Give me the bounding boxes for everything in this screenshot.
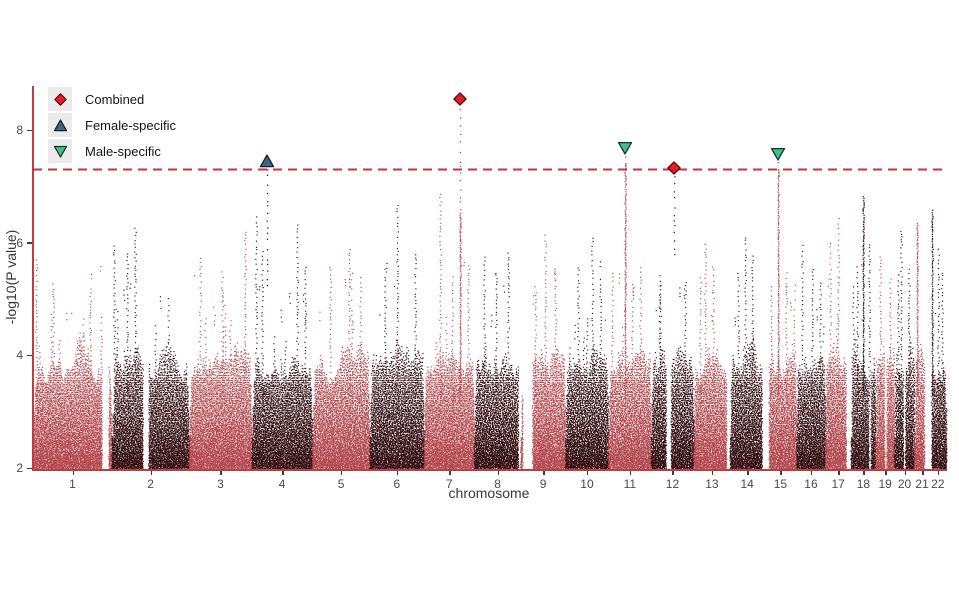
x-tick-label-chr13: 13 bbox=[705, 477, 719, 491]
x-tick-label-chr9: 9 bbox=[539, 477, 547, 491]
triangle-down-icon bbox=[53, 145, 67, 158]
hit-marker-chr4-female-specific bbox=[259, 154, 275, 168]
x-tick-label-chr15: 15 bbox=[773, 477, 788, 491]
legend-item-combined: Combined bbox=[48, 87, 176, 111]
legend-item-label: Male-specific bbox=[85, 143, 161, 159]
x-tick-label-chr3: 3 bbox=[217, 477, 224, 491]
x-tick-mark bbox=[711, 471, 714, 475]
x-axis-line bbox=[32, 469, 947, 471]
legend: Combined Female-specific Male-specific bbox=[48, 87, 176, 163]
x-tick-mark bbox=[838, 471, 840, 475]
y-tick-mark bbox=[27, 242, 32, 244]
y-tick-label: 4 bbox=[16, 348, 23, 363]
x-tick-label-chr18: 18 bbox=[856, 477, 871, 491]
hit-marker-chr12-combined bbox=[667, 161, 681, 175]
y-tick-label: 8 bbox=[16, 123, 23, 138]
legend-key-box bbox=[48, 87, 72, 111]
x-tick-label-chr19: 19 bbox=[878, 477, 892, 491]
y-axis-line bbox=[32, 86, 34, 471]
hit-marker-chr15-male-specific bbox=[770, 147, 786, 161]
hit-marker-chr11-male-specific bbox=[617, 141, 633, 155]
x-tick-label-chr12: 12 bbox=[665, 477, 680, 491]
x-tick-mark bbox=[810, 471, 813, 475]
x-tick-mark bbox=[586, 471, 589, 475]
x-tick-mark bbox=[543, 471, 545, 475]
x-tick-mark bbox=[220, 471, 222, 475]
x-tick-mark bbox=[497, 471, 499, 475]
y-tick-label: 6 bbox=[16, 235, 23, 250]
x-tick-mark bbox=[922, 471, 924, 475]
x-tick-label-chr11: 11 bbox=[623, 477, 637, 491]
x-tick-label-chr5: 5 bbox=[337, 477, 345, 491]
x-tick-label-chr8: 8 bbox=[494, 477, 501, 491]
x-tick-label-chr14: 14 bbox=[740, 477, 754, 491]
legend-item-label: Female-specific bbox=[85, 117, 177, 133]
x-tick-label-chr20: 20 bbox=[897, 477, 912, 491]
x-tick-mark bbox=[863, 471, 865, 475]
x-axis-title: chromosome bbox=[448, 485, 530, 501]
x-tick-mark bbox=[747, 471, 749, 475]
x-tick-label-chr2: 2 bbox=[147, 477, 154, 491]
x-tick-mark bbox=[282, 471, 284, 475]
x-tick-mark bbox=[629, 471, 632, 475]
y-tick-mark bbox=[27, 129, 32, 131]
x-tick-label-chr1: 1 bbox=[69, 477, 76, 491]
x-tick-mark bbox=[449, 471, 451, 475]
x-tick-label-chr10: 10 bbox=[580, 477, 594, 491]
x-tick-label-chr17: 17 bbox=[831, 477, 845, 491]
x-tick-mark bbox=[396, 471, 399, 475]
x-tick-mark bbox=[904, 471, 906, 475]
y-tick-label: 2 bbox=[16, 461, 23, 475]
y-axis-title: -log10(P value) bbox=[3, 229, 19, 325]
x-tick-label-chr6: 6 bbox=[393, 477, 401, 491]
legend-item-female-specific: Female-specific bbox=[48, 113, 176, 137]
x-tick-mark bbox=[937, 471, 940, 475]
x-tick-mark bbox=[780, 471, 782, 475]
hit-marker-chr7-combined bbox=[453, 92, 467, 106]
x-tick-label-chr21: 21 bbox=[915, 477, 929, 491]
x-tick-label-chr22: 22 bbox=[931, 477, 945, 491]
y-tick-mark bbox=[27, 467, 32, 469]
legend-key-box bbox=[48, 139, 72, 163]
x-tick-label-chr16: 16 bbox=[804, 477, 818, 491]
x-tick-mark bbox=[72, 471, 74, 475]
x-tick-mark bbox=[150, 471, 152, 475]
legend-item-label: Combined bbox=[85, 91, 145, 107]
x-tick-mark bbox=[341, 471, 343, 475]
legend-item-male-specific: Male-specific bbox=[48, 139, 176, 163]
y-tick-mark bbox=[27, 354, 32, 357]
legend-key-box bbox=[48, 113, 72, 137]
x-tick-mark bbox=[885, 471, 887, 475]
x-tick-label-chr4: 4 bbox=[278, 477, 286, 491]
diamond-icon bbox=[53, 92, 67, 106]
x-tick-label-chr7: 7 bbox=[445, 477, 453, 491]
x-tick-mark bbox=[672, 471, 674, 475]
triangle-up-icon bbox=[53, 118, 67, 131]
